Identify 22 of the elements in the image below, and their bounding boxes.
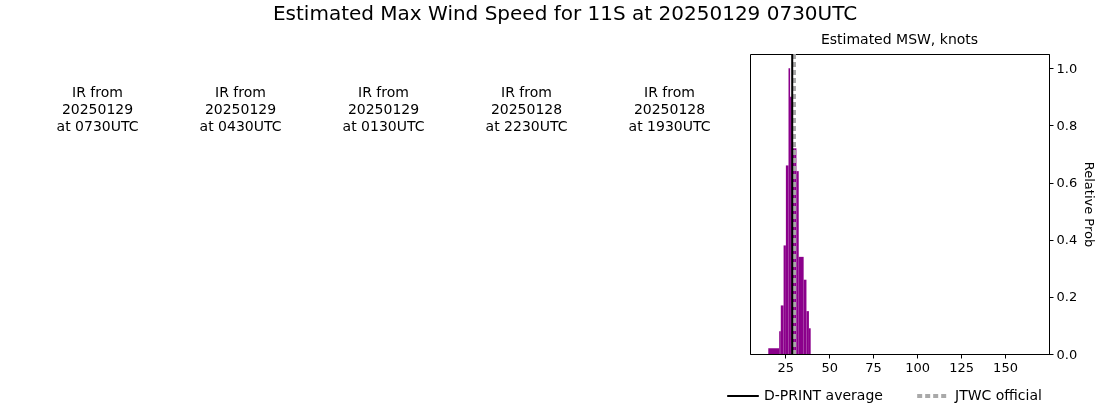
y-tick-label: 0.0 bbox=[1056, 346, 1078, 362]
y-tick-label: 0.6 bbox=[1056, 175, 1078, 191]
x-tick-label: 100 bbox=[905, 359, 930, 375]
legend-label: D-PRINT average bbox=[764, 387, 883, 403]
text: IR from 20250129 at 0730UTC bbox=[56, 84, 139, 134]
y-tick-label: 0.8 bbox=[1056, 117, 1078, 133]
text: IR from 20250129 at 0430UTC bbox=[199, 84, 282, 134]
y-axis-title: Relative Prob bbox=[1082, 161, 1098, 248]
x-tick-label: 150 bbox=[993, 359, 1018, 375]
y-tick-label: 0.4 bbox=[1056, 232, 1078, 248]
x-tick-label: 75 bbox=[865, 359, 882, 375]
text: IR from 20250128 at 2230UTC bbox=[485, 84, 568, 134]
y-tick-label: 1.0 bbox=[1056, 60, 1078, 76]
y-tick-label: 0.2 bbox=[1056, 289, 1078, 305]
x-tick-label: 50 bbox=[821, 359, 838, 375]
chart-subtitle: Estimated MSW, knots bbox=[820, 31, 979, 47]
text: Estimated Max Wind Speed for 11S at 20250129 0730UTC bbox=[272, 0, 858, 25]
text: IR from 20250128 at 1930UTC bbox=[628, 84, 711, 134]
x-tick-label: 25 bbox=[777, 359, 794, 375]
legend-label: JTWC official bbox=[954, 387, 1042, 403]
x-tick-label: 125 bbox=[949, 359, 974, 375]
text: IR from 20250129 at 0130UTC bbox=[342, 84, 425, 134]
